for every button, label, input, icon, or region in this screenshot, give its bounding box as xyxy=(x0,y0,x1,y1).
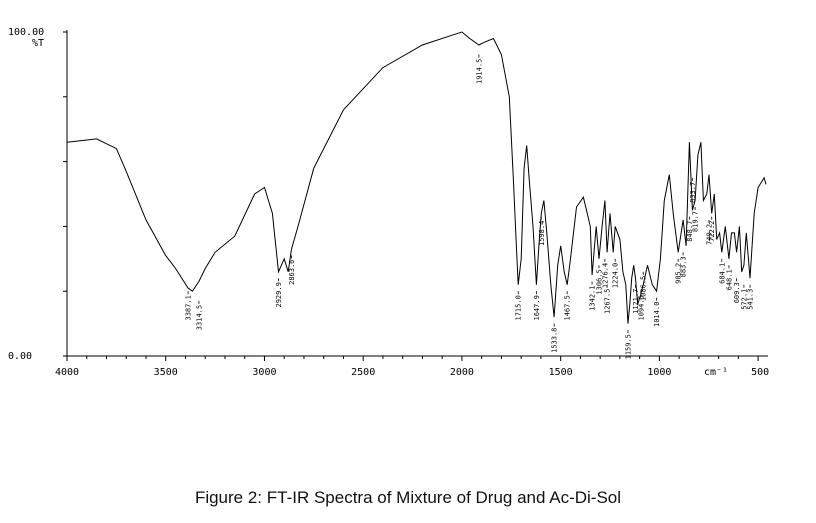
peak-label-text: 648.1 xyxy=(725,269,733,290)
peak-label: 883.3 xyxy=(680,252,688,277)
y-ticks xyxy=(63,31,67,357)
peak-label: 1267.5 xyxy=(604,284,612,314)
peak-label-text: 541.3 xyxy=(747,289,755,310)
x-tick-label: 1000 xyxy=(647,367,671,378)
x-tick-label: 1500 xyxy=(549,367,573,378)
peak-labels: 3387.1 3314.5 2929.9 2863.6 1914.5 1715.0 1647… xyxy=(185,54,755,359)
peak-label: 1094.5 xyxy=(637,291,645,320)
peak-label: 1715.0 xyxy=(515,291,523,320)
peak-label: 1306.5 xyxy=(596,265,604,295)
peak-label: 648.1 xyxy=(725,265,733,290)
peak-label-text: 1342.1 xyxy=(589,286,597,311)
peak-label-text: 1647.9 xyxy=(533,295,541,320)
peak-label: 1342.1 xyxy=(589,281,597,311)
peak-label-text: 1276.4 xyxy=(601,263,609,288)
peak-label: 749.2 xyxy=(706,219,714,245)
peak-label: 1014.0 xyxy=(653,297,661,327)
peak-label: 572.1 xyxy=(740,284,748,310)
peak-label: 1598.4 xyxy=(538,216,546,246)
peak-label: 541.3 xyxy=(747,284,755,310)
x-axis-label: cm⁻¹ xyxy=(704,367,728,378)
chart-axes: 100.00 %T 0.00 cm⁻¹ xyxy=(8,27,768,378)
peak-label-text: 1159.5 xyxy=(625,334,633,359)
peak-label-text: 1267.5 xyxy=(604,289,612,314)
peak-label: 1914.5 xyxy=(475,54,483,84)
peak-label-text: 1086.5 xyxy=(640,276,648,301)
peak-label: 1086.5 xyxy=(640,271,648,301)
y-axis-label: %T xyxy=(32,38,44,49)
peak-label-text: 905.2 xyxy=(675,263,683,284)
peak-label-text: 1598.4 xyxy=(538,221,546,246)
peak-label-text: 819.7 xyxy=(692,211,700,232)
peak-label: 2929.9 xyxy=(275,278,283,307)
peak-label: 2863.6 xyxy=(288,255,296,285)
peak-label: 848.7 xyxy=(686,216,694,242)
x-ticks: 4000 3500 3000 2500 2000 1500 1000 500 xyxy=(55,356,769,378)
figure-caption: Figure 2: FT-IR Spectra of Mixture of Dr… xyxy=(194,488,622,507)
peak-label-text: 572.1 xyxy=(740,289,748,310)
peak-label-text: 848.7 xyxy=(686,221,694,242)
peak-label-text: 833.7 xyxy=(689,182,697,203)
peak-label-text: 1224.0 xyxy=(612,263,620,288)
peak-label-text: 883.3 xyxy=(680,256,688,277)
y-bottom-label: 0.00 xyxy=(8,351,32,362)
ftir-chart: 100.00 %T 0.00 cm⁻¹ 4000 3500 3000 2500 2000… xyxy=(8,27,769,378)
peak-label: 1467.5 xyxy=(564,291,572,320)
peak-label-text: 1467.5 xyxy=(564,295,572,320)
peak-label-text: 2863.6 xyxy=(288,260,296,285)
peak-label: 722.2 xyxy=(708,216,716,242)
peak-label-text: 2929.9 xyxy=(275,282,283,307)
peak-label-text: 1121.7 xyxy=(632,289,640,314)
peak-label: 905.2 xyxy=(675,258,683,284)
peak-label: 3387.1 xyxy=(185,291,193,320)
peak-label-text: 1306.5 xyxy=(596,269,604,294)
x-tick-label: 500 xyxy=(751,367,769,378)
peak-label: 819.7 xyxy=(692,206,700,232)
peak-label-text: 1533.8 xyxy=(551,328,559,353)
peak-label: 3314.5 xyxy=(195,300,203,330)
peak-label-text: 1715.0 xyxy=(515,295,523,320)
peak-label: 684.1 xyxy=(718,258,726,284)
peak-label-text: 722.2 xyxy=(708,221,716,242)
peak-label: 1224.0 xyxy=(612,258,620,288)
peak-label-text: 1914.5 xyxy=(475,59,483,84)
peak-label: 1159.5 xyxy=(625,330,633,359)
peak-label-text: 3314.5 xyxy=(195,305,203,330)
x-tick-label: 2500 xyxy=(351,367,375,378)
peak-label: 1121.7 xyxy=(632,284,640,314)
x-tick-label: 2000 xyxy=(450,367,474,378)
peak-label: 1647.9 xyxy=(533,291,541,320)
peak-label-text: 749.2 xyxy=(706,224,714,245)
peak-label-text: 684.1 xyxy=(718,263,726,284)
x-tick-label: 3500 xyxy=(154,367,178,378)
peak-label: 609.3 xyxy=(733,278,741,303)
y-top-label: 100.00 xyxy=(8,27,44,38)
peak-label-text: 3387.1 xyxy=(185,295,193,320)
peak-label: 833.7 xyxy=(689,177,697,203)
peak-label: 1276.4 xyxy=(601,258,609,288)
spectrum-line xyxy=(66,31,767,324)
peak-label: 1533.8 xyxy=(551,323,559,353)
peak-label-text: 1014.0 xyxy=(653,302,661,327)
x-tick-label: 4000 xyxy=(55,367,79,378)
peak-label-text: 1094.5 xyxy=(637,295,645,320)
x-tick-label: 3000 xyxy=(252,367,276,378)
peak-label-text: 609.3 xyxy=(733,282,741,303)
